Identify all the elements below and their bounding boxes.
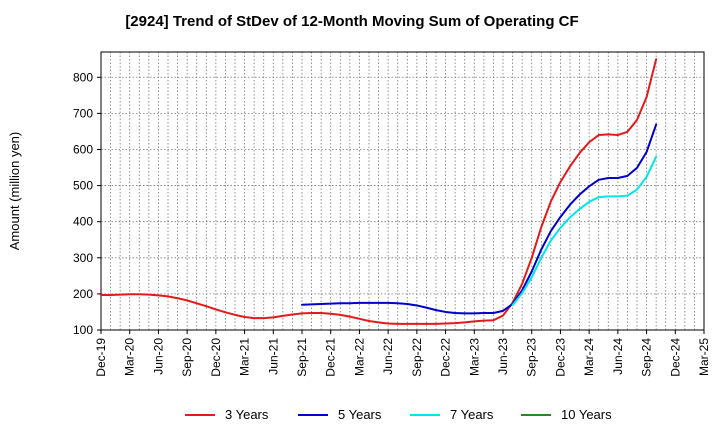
x-tick-label: Jun-21 [266, 338, 280, 375]
x-tick-label: Dec-20 [209, 338, 223, 377]
y-tick-label: 200 [73, 287, 93, 301]
plot-frame [100, 51, 705, 331]
series-line-5-years [301, 123, 658, 315]
y-tick-label: 600 [73, 142, 93, 156]
x-tick-label: Mar-25 [697, 338, 711, 376]
x-tick-label: Dec-22 [439, 338, 453, 377]
series-layer [100, 58, 658, 325]
y-tick-label: 300 [73, 251, 93, 265]
y-tick-label: 400 [73, 215, 93, 229]
x-tick-label: Jun-24 [611, 338, 625, 375]
y-tick-label: 100 [73, 323, 93, 337]
x-tick-label: Jun-22 [381, 338, 395, 375]
y-axis-title: Amount (million yen) [7, 132, 22, 251]
y-tick-label: 700 [73, 106, 93, 120]
x-tick-label: Dec-19 [94, 338, 108, 377]
chart-title: [2924] Trend of StDev of 12-Month Moving… [125, 13, 579, 30]
x-tick-label: Dec-24 [668, 338, 682, 377]
legend-label: 10 Years [561, 407, 612, 422]
x-tick-label: Sep-21 [295, 338, 309, 377]
x-tick-label: Sep-22 [410, 338, 424, 377]
x-tick-label: Jun-23 [496, 338, 510, 375]
x-tick-label: Mar-21 [238, 338, 252, 376]
y-tick-label: 500 [73, 179, 93, 193]
x-tick-label: Sep-20 [180, 338, 194, 377]
legend-label: 7 Years [450, 407, 494, 422]
x-tick-label: Jun-20 [151, 338, 165, 375]
series-line-3-years [100, 58, 658, 325]
x-tick-label: Mar-22 [352, 338, 366, 376]
y-axis-ticks: 100 200 300 400 500 600 700 800 [73, 70, 101, 337]
x-tick-label: Sep-24 [640, 338, 654, 377]
grid-layer [101, 52, 704, 331]
y-tick-label: 800 [73, 70, 93, 84]
series-line-7-years [511, 155, 658, 307]
x-tick-label: Sep-23 [525, 338, 539, 377]
x-axis-ticks: Dec-19 Mar-20 Jun-20 Sep-20 Dec-20 Mar-21 Jun-… [94, 330, 711, 377]
x-tick-label: Mar-20 [123, 338, 137, 376]
x-tick-label: Mar-24 [582, 338, 596, 376]
legend: 3 Years 5 Years 7 Years 10 Years [185, 407, 612, 422]
x-tick-label: Mar-23 [467, 338, 481, 376]
x-tick-label: Dec-23 [553, 338, 567, 377]
legend-label: 3 Years [225, 407, 269, 422]
legend-label: 5 Years [338, 407, 382, 422]
x-tick-label: Dec-21 [324, 338, 338, 377]
